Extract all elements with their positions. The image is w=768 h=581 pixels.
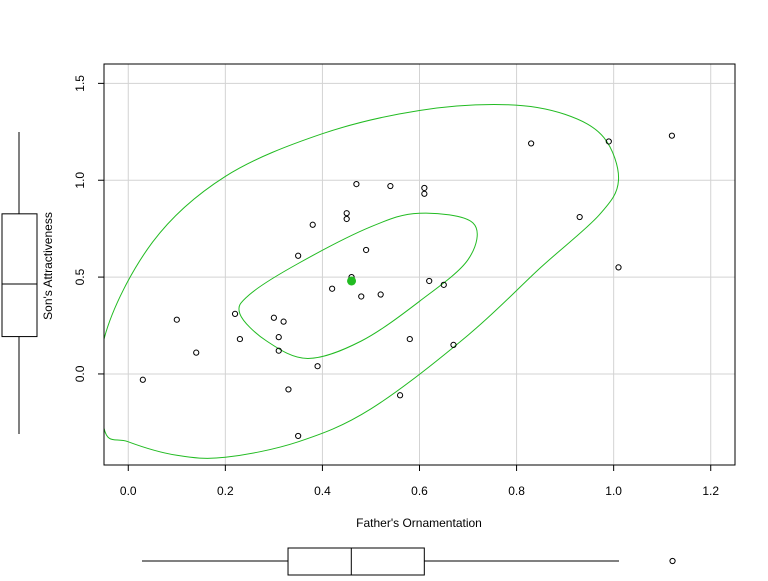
data-points: [139, 132, 676, 440]
data-point: [173, 316, 180, 323]
data-point: [353, 181, 360, 188]
y-tick-label: 1.0: [73, 172, 87, 189]
x-tick-label: 1.0: [605, 484, 622, 498]
data-point: [193, 349, 200, 356]
data-point: [440, 281, 447, 288]
data-point: [314, 363, 321, 370]
data-point: [295, 252, 302, 259]
data-point: [387, 182, 394, 190]
data-point: [231, 310, 239, 317]
y-tick-label: 1.5: [73, 75, 87, 92]
y-marginal-boxplot: [1, 132, 38, 434]
data-point: [236, 335, 244, 343]
x-tick-label: 0.4: [314, 484, 331, 498]
data-point: [377, 291, 384, 298]
data-point: [275, 347, 282, 354]
data-point: [528, 140, 535, 147]
ellipse-outer: [104, 104, 620, 459]
data-point: [275, 334, 282, 341]
data-point: [668, 132, 676, 139]
data-point: [358, 293, 365, 300]
data-point: [343, 215, 350, 223]
data-point: [576, 213, 583, 221]
y-axis-title: Son's Attractiveness: [41, 212, 55, 320]
ellipse-inner: [238, 212, 478, 360]
data-point: [605, 138, 612, 145]
x-boxplot-outlier: [669, 557, 676, 565]
y-tick-label: 0.5: [73, 268, 87, 285]
data-point: [343, 210, 350, 217]
data-point: [615, 264, 622, 271]
data-point: [139, 376, 146, 383]
data-point: [270, 314, 277, 321]
x-tick-label: 0.0: [120, 484, 137, 498]
grid-lines: [104, 64, 735, 465]
x-tick-label: 0.8: [508, 484, 525, 498]
data-point: [396, 392, 404, 399]
data-point: [329, 285, 336, 292]
x-axis-title: Father's Ornamentation: [356, 516, 482, 530]
confidence-ellipses: [104, 104, 620, 459]
y-boxplot-box: [1, 213, 38, 338]
y-tick-label: 0.0: [73, 365, 87, 382]
data-point: [406, 335, 413, 343]
data-point: [421, 184, 428, 192]
data-point: [450, 341, 457, 348]
data-point: [309, 221, 316, 228]
data-point: [285, 386, 292, 393]
data-point: [426, 277, 433, 285]
x-tick-label: 0.6: [411, 484, 428, 498]
x-boxplot-box: [287, 547, 425, 576]
x-tick-label: 0.2: [217, 484, 234, 498]
mean-point: [347, 276, 357, 286]
data-point: [363, 246, 370, 254]
y-axis-ticks: 0.0 0.5 1.0 1.5: [73, 75, 104, 382]
data-point: [295, 432, 302, 440]
data-point: [421, 190, 428, 197]
x-axis-ticks: 0.0 0.2 0.4 0.6 0.8 1.0 1.2: [120, 465, 719, 498]
x-marginal-boxplot: [142, 547, 676, 576]
x-tick-label: 1.2: [702, 484, 719, 498]
data-point: [280, 318, 287, 325]
